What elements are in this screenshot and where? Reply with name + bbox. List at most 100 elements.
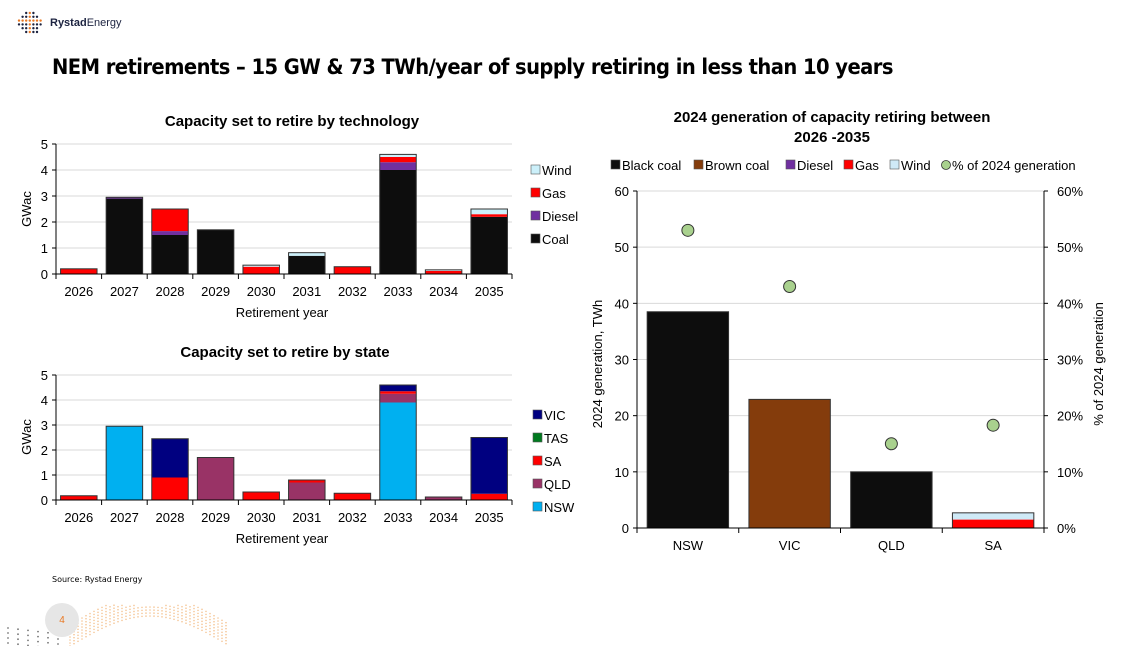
- decor-dot: [93, 613, 95, 616]
- bar-wind-2034: [425, 269, 462, 271]
- decor-dot: [201, 623, 203, 626]
- bar-coal-2035: [470, 216, 508, 274]
- bar-vic-2033: [379, 385, 417, 392]
- logo-dot: [32, 15, 35, 18]
- decor-dot: [17, 638, 19, 641]
- page-number: 4: [45, 603, 79, 637]
- x-tick-label: 2029: [201, 510, 230, 525]
- decor-dot: [125, 609, 127, 612]
- decor-dot: [89, 618, 91, 621]
- decor-dot: [89, 615, 91, 618]
- legend-swatch-pct-generation: [941, 160, 951, 170]
- logo-dot: [25, 23, 28, 26]
- legend-swatch-diesel: [785, 159, 796, 170]
- decor-dot: [225, 624, 227, 627]
- decor-dot: [153, 615, 155, 617]
- decor-dot: [101, 609, 103, 612]
- decor-dot: [221, 619, 223, 622]
- decor-dot: [225, 639, 227, 642]
- decor-dot: [109, 617, 111, 620]
- decor-dot: [113, 616, 115, 618]
- legend-label-brown-coal: Brown coal: [705, 158, 769, 173]
- decor-dot: [193, 610, 195, 613]
- decor-dot: [209, 627, 211, 630]
- decor-dot: [169, 611, 171, 614]
- decor-dot: [209, 630, 211, 633]
- logo-dot: [32, 19, 35, 22]
- decor-dot: [185, 613, 187, 615]
- decor-dot: [177, 616, 179, 619]
- source-note: Source: Rystad Energy: [52, 575, 143, 584]
- x-tick-label: 2035: [475, 510, 504, 525]
- y-tick-label: 20: [615, 409, 629, 424]
- decor-dot: [193, 625, 195, 628]
- decor-dot: [221, 628, 223, 631]
- bar-wind-2030: [242, 265, 280, 267]
- decor-dot: [133, 610, 135, 613]
- decor-dot: [209, 618, 211, 621]
- decor-dot: [57, 643, 59, 645]
- bar-gas-2032: [334, 266, 371, 274]
- decor-dot: [37, 630, 39, 633]
- decor-dot: [121, 613, 123, 616]
- bar-black-coal-nsw: [647, 311, 729, 528]
- decor-dot: [101, 615, 103, 618]
- decor-dot: [89, 612, 91, 615]
- x-tick-label: 2028: [156, 284, 185, 299]
- decor-dot: [27, 634, 29, 637]
- bar-nsw-2033: [379, 402, 417, 500]
- decor-dot: [129, 608, 131, 611]
- logo-dot: [25, 30, 28, 34]
- decor-dot: [93, 619, 95, 622]
- decor-dot: [197, 627, 199, 630]
- x-tick-label: 2027: [110, 284, 139, 299]
- logo-dot: [28, 27, 31, 30]
- decor-dot: [141, 615, 143, 618]
- decor-dot: [101, 624, 103, 627]
- logo-dot: [35, 19, 39, 22]
- decor-dot: [125, 612, 127, 615]
- decor-dot: [177, 607, 179, 610]
- logo-dot: [17, 19, 21, 22]
- x-tick-label: 2034: [429, 284, 458, 299]
- decor-dot: [77, 628, 79, 631]
- x-tick-label: 2030: [247, 284, 276, 299]
- decor-dot: [7, 627, 9, 629]
- decor-dot: [89, 627, 91, 630]
- decor-dot: [193, 616, 195, 619]
- bar-coal-2028: [151, 235, 189, 274]
- decor-dot: [97, 608, 99, 611]
- decor-dot: [85, 614, 87, 617]
- decor-dot: [109, 605, 111, 608]
- legend-label-diesel: Diesel: [797, 158, 833, 173]
- decor-dot: [169, 605, 171, 608]
- decor-dot: [117, 617, 119, 620]
- generation-chart-title-line2: 2026 -2035: [794, 129, 870, 146]
- x-tick-label: QLD: [878, 538, 905, 553]
- decor-dot: [217, 632, 219, 634]
- x-tick-label: VIC: [779, 538, 801, 553]
- decor-dot: [125, 615, 127, 618]
- decor-dot: [165, 604, 167, 607]
- decor-dot: [105, 622, 107, 625]
- x-tick-label: 2027: [110, 510, 139, 525]
- decor-dot: [81, 638, 83, 640]
- decor-dot: [125, 606, 127, 609]
- legend-label-of-2024-generation: % of 2024 generation: [952, 158, 1076, 173]
- decor-dot: [141, 612, 143, 615]
- decor-dot: [37, 635, 39, 638]
- pct-point-nsw: [681, 223, 695, 237]
- y-tick-label: 60: [615, 184, 629, 199]
- x-tick-label: SA: [984, 538, 1002, 553]
- rystad-logo: RystadEnergy: [16, 10, 122, 36]
- decor-dot: [85, 632, 87, 635]
- technology-chart: Capacity set to retire by technology GWa…: [19, 113, 578, 320]
- decor-dot: [89, 630, 91, 633]
- decor-dot: [17, 628, 19, 631]
- decor-dot: [193, 604, 195, 607]
- decor-dot: [165, 616, 167, 619]
- decor-dot: [85, 620, 87, 623]
- x-tick-label: 2033: [384, 284, 413, 299]
- y-tick-label: 40: [615, 296, 629, 311]
- decor-dot: [213, 617, 215, 620]
